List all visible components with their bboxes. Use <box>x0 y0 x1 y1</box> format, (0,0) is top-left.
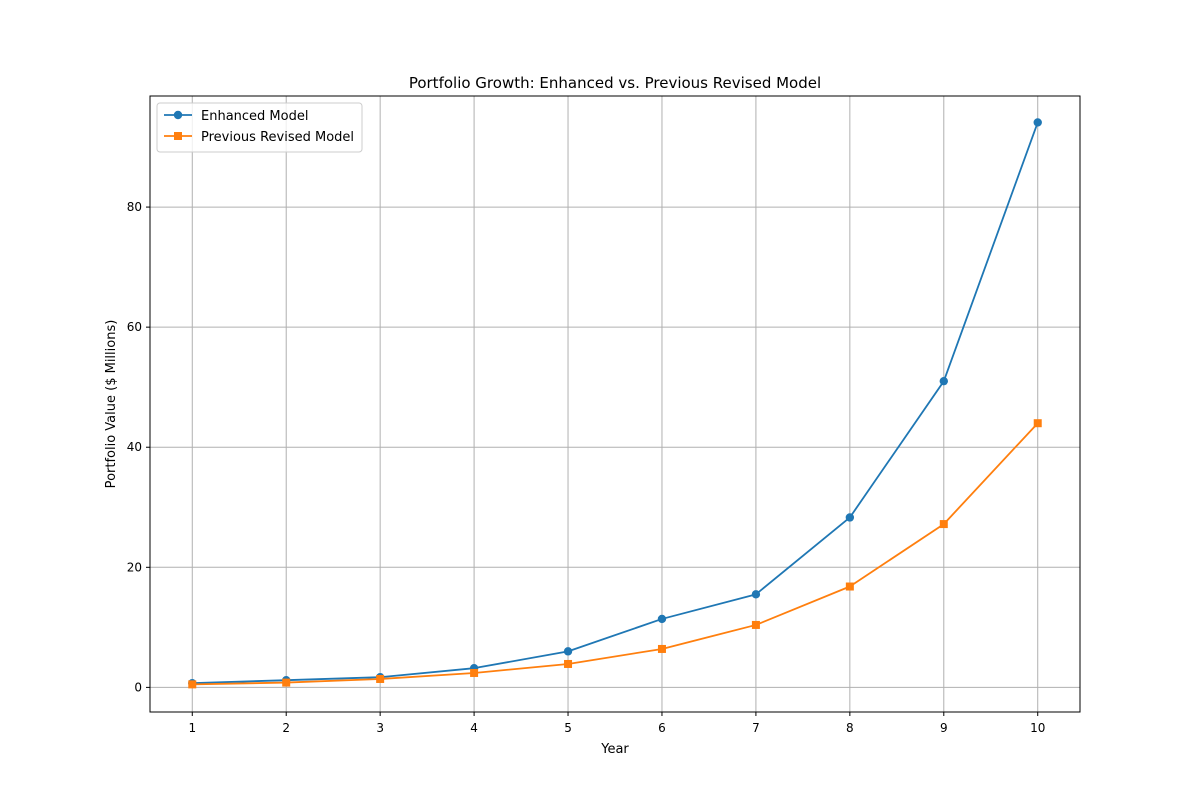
series-2 <box>188 419 1042 689</box>
legend-label: Enhanced Model <box>201 109 308 124</box>
x-tick-label: 7 <box>752 721 760 735</box>
data-point-circle <box>939 376 948 386</box>
series-line <box>192 122 1039 685</box>
y-tick-label: 40 <box>127 440 142 454</box>
x-axis-label: Year <box>600 742 629 757</box>
y-axis-ticks: 0 20 40 60 80 <box>127 200 150 694</box>
data-point-square <box>939 520 948 529</box>
legend-marker <box>173 110 183 120</box>
x-tick-label: 6 <box>658 721 666 735</box>
grid-lines <box>150 96 1080 712</box>
legend-label: Previous Revised Model <box>201 130 354 145</box>
data-point-square <box>188 680 197 689</box>
data-point-square <box>657 644 666 653</box>
y-tick-label: 80 <box>127 200 142 214</box>
x-tick-label: 9 <box>940 721 948 735</box>
data-point-circle <box>1033 118 1042 127</box>
legend: Enhanced Model Previous Revised Model <box>156 102 363 153</box>
y-tick-label: 0 <box>134 680 142 694</box>
data-point-circle <box>751 590 761 599</box>
series-line <box>192 422 1039 686</box>
x-tick-label: 8 <box>846 721 854 735</box>
data-point-square <box>1033 419 1042 428</box>
data-point-circle <box>845 513 855 522</box>
data-point-square <box>470 668 479 677</box>
x-tick-label: 5 <box>564 721 572 735</box>
data-point-square <box>845 582 854 591</box>
plot-series <box>188 118 1042 689</box>
legend-entry: Enhanced Model <box>164 109 308 124</box>
chart-title: Portfolio Growth: Enhanced vs. Previous … <box>409 74 821 92</box>
x-tick-label: 3 <box>376 721 384 735</box>
data-point-circle <box>563 647 573 656</box>
y-tick-label: 20 <box>127 560 142 574</box>
data-point-square <box>751 620 760 629</box>
x-tick-label: 10 <box>1030 721 1045 735</box>
legend-entry: Previous Revised Model <box>164 130 354 145</box>
x-tick-label: 2 <box>282 721 290 735</box>
y-axis-label: Portfolio Value ($ Millions) <box>104 320 119 489</box>
legend-marker <box>174 132 182 140</box>
legend-box <box>156 102 363 153</box>
data-point-square <box>376 674 385 683</box>
data-point-square <box>282 678 291 687</box>
data-point-square <box>564 659 573 668</box>
x-axis-ticks: 1 2 3 4 5 6 7 8 9 10 <box>188 712 1045 735</box>
x-tick-label: 1 <box>188 721 196 735</box>
data-point-circle <box>657 614 667 624</box>
plot-area-frame <box>149 95 1081 713</box>
y-tick-label: 60 <box>127 320 142 334</box>
x-tick-label: 4 <box>470 721 478 735</box>
